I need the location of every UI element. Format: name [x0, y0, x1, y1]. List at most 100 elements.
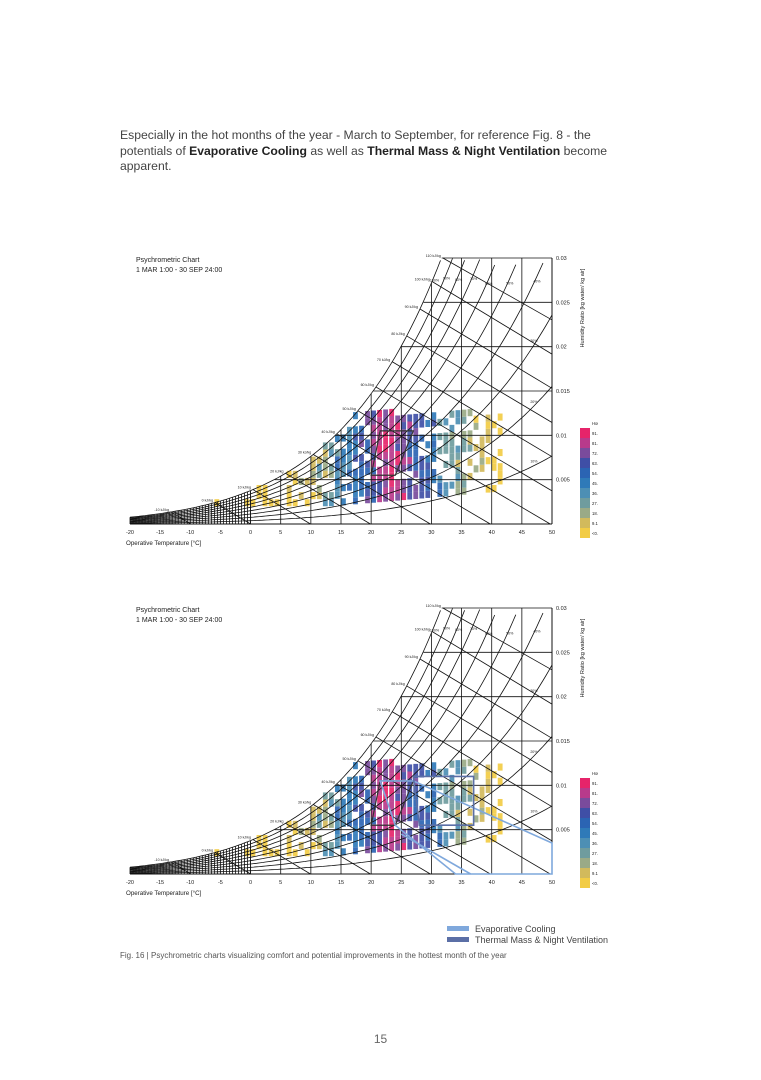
heat-cell	[334, 477, 340, 485]
heat-cell	[425, 441, 431, 449]
heat-cell	[292, 477, 298, 485]
enthalpy-line	[419, 308, 553, 389]
x-tick-label: 10	[308, 530, 314, 536]
heat-cell	[419, 834, 425, 842]
heat-cell	[377, 424, 382, 432]
heat-cell	[449, 439, 455, 447]
heat-cell	[250, 849, 256, 857]
heat-cell	[473, 415, 479, 423]
rh-label: 10%	[530, 810, 538, 814]
heat-cell	[437, 482, 443, 490]
heat-cell	[455, 445, 461, 453]
heat-cell	[371, 467, 376, 475]
heat-cell	[419, 770, 425, 778]
heat-cell	[389, 815, 395, 823]
heat-cell	[431, 440, 437, 448]
heat-cell	[389, 451, 395, 459]
heat-cell	[310, 827, 316, 835]
heat-cell	[371, 838, 376, 846]
rh-label: 70%	[470, 277, 478, 281]
heat-cell	[497, 463, 503, 471]
heat-cell	[401, 793, 407, 801]
heat-cell	[359, 825, 364, 833]
heat-cell	[497, 477, 503, 485]
enthalpy-label: 90 kJ/kg	[405, 305, 418, 309]
heat-cell	[334, 491, 340, 499]
heat-cell	[347, 426, 352, 434]
y-tick-label: 0.02	[556, 345, 567, 351]
y-tick-label: 0.03	[556, 606, 567, 612]
heat-cell	[461, 759, 467, 767]
colorbar-swatch	[580, 808, 590, 818]
heat-cell	[413, 799, 419, 807]
psychrometric-chart-svg: 100%90%80%70%60%50%40%30%20%10%-10 kJ/kg…	[126, 254, 598, 547]
heat-cell	[419, 812, 425, 821]
heat-cell	[377, 845, 382, 853]
colorbar-label: 54.60	[592, 471, 598, 476]
heat-cell	[455, 466, 461, 474]
heat-cell	[389, 430, 395, 438]
heat-cell	[455, 410, 461, 418]
heat-cell	[437, 783, 443, 791]
enthalpy-line	[392, 361, 553, 458]
heat-cell	[437, 797, 443, 805]
intro-bold-evaporative-cooling: Evaporative Cooling	[189, 143, 307, 158]
heat-cell	[443, 796, 449, 804]
heat-cell	[455, 760, 461, 768]
heat-cell	[461, 480, 467, 488]
x-tick-label: 50	[549, 880, 555, 886]
heat-cell	[371, 488, 376, 496]
heat-cell	[437, 475, 443, 483]
heat-cell	[347, 833, 352, 841]
heat-cell	[467, 444, 473, 452]
heat-cell	[455, 802, 461, 810]
heat-cell	[359, 782, 364, 790]
heat-cell	[310, 456, 316, 464]
heat-cell	[401, 814, 407, 822]
heat-cell	[449, 774, 455, 782]
x-tick-label: 15	[338, 530, 344, 536]
colorbar-swatch	[580, 518, 590, 528]
heat-cell	[377, 816, 382, 824]
enthalpy-line	[252, 489, 311, 525]
legend-label-evaporative-cooling: Evaporative Cooling	[475, 923, 556, 934]
heat-cell	[322, 499, 328, 507]
heat-cell	[449, 796, 455, 804]
heat-cell	[389, 458, 395, 466]
enthalpy-label: 30 kJ/kg	[298, 800, 311, 804]
heat-cell	[431, 412, 437, 420]
enthalpy-lines: -10 kJ/kg 0 kJ/kg 10 kJ/kg 20 kJ/kg 30 kJ/kg…	[154, 604, 553, 875]
enthalpy-label: -10 kJ/kg	[154, 508, 169, 512]
heat-cell	[479, 793, 485, 801]
enthalpy-line	[442, 257, 553, 321]
heat-cell	[347, 776, 352, 784]
enthalpy-line	[442, 607, 553, 671]
enthalpy-line	[313, 454, 431, 525]
heat-cell	[407, 799, 413, 807]
heat-cell	[310, 477, 316, 485]
enthalpy-label: 100 kJ/kg	[415, 278, 430, 282]
colorbar-label: 72.80	[592, 801, 598, 806]
heat-cell	[449, 446, 455, 454]
rh-label: 100%	[430, 279, 440, 283]
heat-cell	[497, 813, 503, 821]
rh-label: 20%	[530, 400, 538, 404]
heat-cell	[359, 425, 364, 433]
chart-subtitle: 1 MAR 1:00 - 30 SEP 24:00	[136, 617, 222, 624]
heat-cell	[341, 819, 346, 828]
heat-cell	[485, 428, 491, 436]
heat-cell	[371, 410, 376, 418]
heat-cell	[479, 436, 485, 444]
heat-cell	[443, 489, 449, 497]
heat-cell	[389, 486, 395, 495]
heat-cell	[359, 839, 364, 847]
heat-cell	[389, 780, 395, 788]
rh-label: 20%	[530, 750, 538, 754]
heat-cell	[455, 809, 461, 817]
heat-cell	[389, 479, 395, 487]
x-tick-label: 0	[249, 880, 252, 886]
heat-cell	[383, 494, 389, 502]
heat-cell	[322, 799, 328, 807]
colorbar-label: 45.50	[592, 831, 598, 836]
heat-cell	[389, 829, 395, 837]
